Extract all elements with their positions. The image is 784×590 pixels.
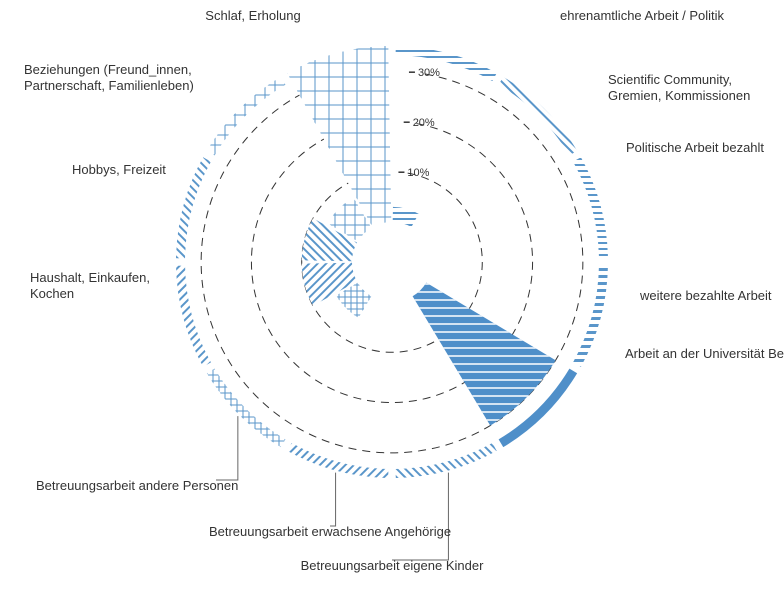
bar-ehrenamt: [393, 207, 419, 227]
ring-haushalt: [176, 266, 211, 367]
ring-hobbys: [176, 157, 211, 258]
ring-kinder: [396, 443, 497, 478]
label-scicom: Scientific Community,Gremien, Kommission…: [608, 72, 750, 103]
ring-scicom: [499, 77, 578, 156]
ring-angehoerige: [287, 443, 388, 478]
label-anderebetreuung: Betreuungsarbeit andere Personen: [36, 478, 238, 493]
bars: [287, 46, 555, 426]
labels: ehrenamtliche Arbeit / Politik Scientific…: [24, 8, 784, 573]
label-kinder: Betreuungsarbeit eigene Kinder: [301, 558, 485, 573]
grid-tick-label: 20%: [413, 117, 435, 129]
leader-angehoerige: [330, 473, 336, 526]
label-schlaf: Schlaf, Erholung: [205, 8, 300, 23]
label-polbez: Politische Arbeit bezahlt: [626, 140, 764, 155]
leader-kinder: [392, 473, 448, 560]
label-ehrenamt: ehrenamtliche Arbeit / Politik: [560, 8, 725, 23]
ring-weiterebez: [573, 266, 608, 367]
ring-beziehungen: [207, 77, 286, 156]
grid-tick-label: 10%: [407, 167, 429, 179]
ring-ehrenamt: [396, 46, 497, 81]
outer-ring: [176, 46, 608, 478]
label-beziehungen: Beziehungen (Freund_innen,Partnerschaft,…: [24, 62, 194, 93]
ring-anderebetreuung: [207, 369, 286, 448]
polar-bar-chart: 10% 20% 30% ehrenamtliche Arbeit / Politik S…: [0, 0, 784, 590]
leader-anderebetreuung: [216, 416, 238, 480]
label-unibern: Arbeit an der Universität Bern: [625, 346, 784, 361]
label-hobbys: Hobbys, Freizeit: [72, 162, 166, 177]
grid-tick-label: 30%: [418, 67, 440, 79]
label-haushalt: Haushalt, Einkaufen,Kochen: [30, 270, 150, 301]
label-angehoerige: Betreuungsarbeit erwachsene Angehörige: [209, 524, 451, 539]
ring-polbez: [573, 157, 608, 258]
label-weiterebez: weitere bezahlte Arbeit: [639, 288, 772, 303]
